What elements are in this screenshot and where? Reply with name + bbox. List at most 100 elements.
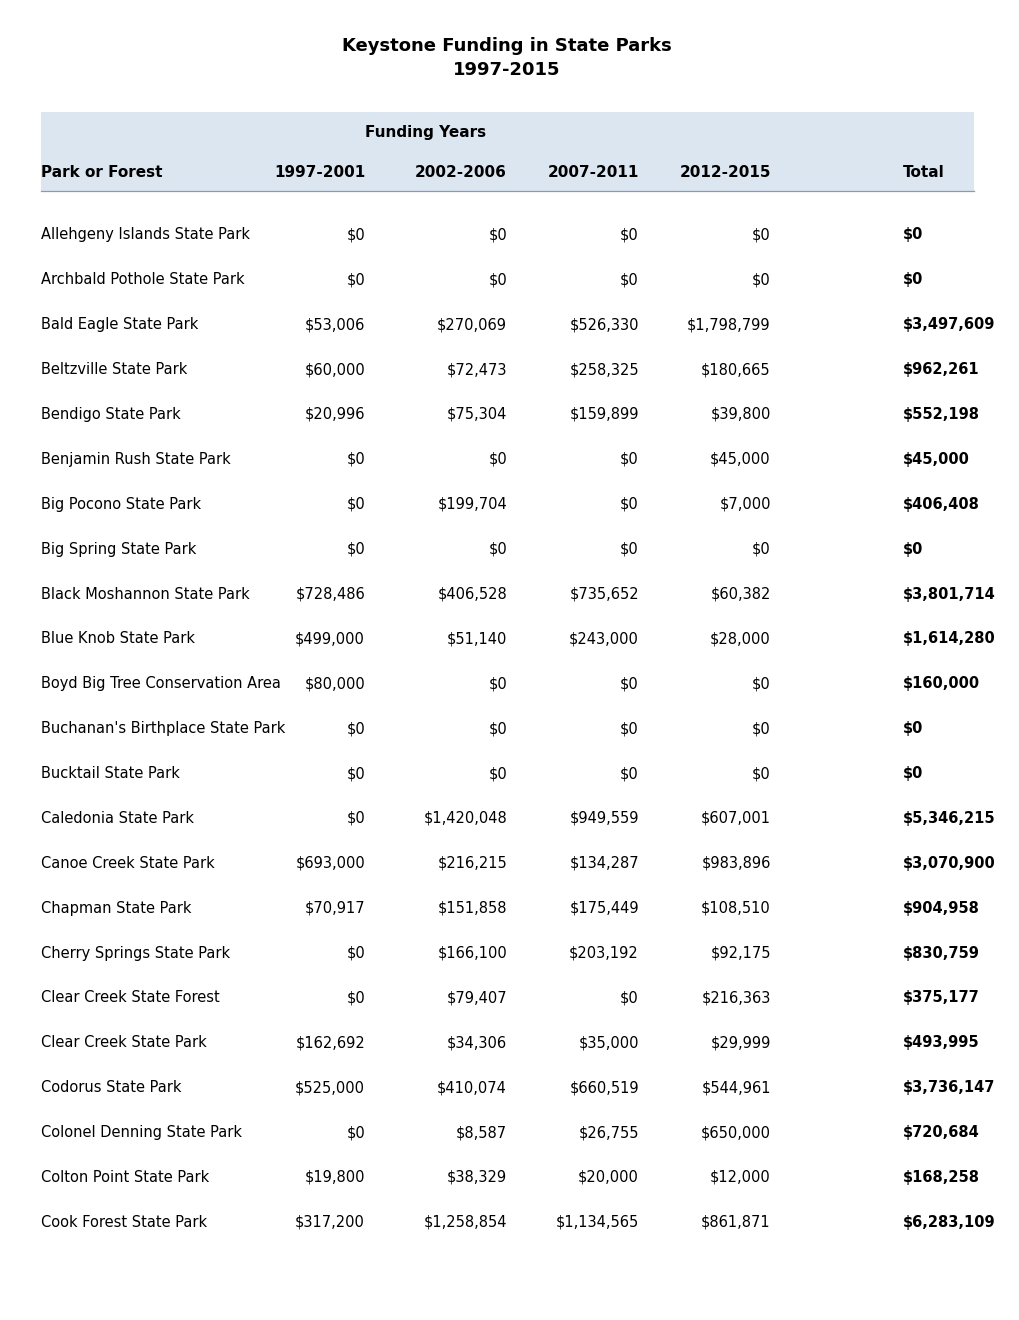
Text: $0: $0 [488, 451, 506, 467]
Text: $0: $0 [751, 227, 770, 243]
Text: $0: $0 [751, 766, 770, 781]
Text: $0: $0 [346, 451, 365, 467]
Text: $0: $0 [488, 227, 506, 243]
Text: Buchanan's Birthplace State Park: Buchanan's Birthplace State Park [41, 721, 284, 737]
Text: $949,559: $949,559 [569, 810, 638, 826]
Text: Cook Forest State Park: Cook Forest State Park [41, 1214, 207, 1230]
Text: $34,306: $34,306 [446, 1035, 506, 1051]
Text: $175,449: $175,449 [569, 900, 638, 916]
Text: Big Pocono State Park: Big Pocono State Park [41, 496, 201, 512]
Text: $493,995: $493,995 [902, 1035, 978, 1051]
Text: $168,258: $168,258 [902, 1170, 978, 1185]
Text: Caledonia State Park: Caledonia State Park [41, 810, 194, 826]
Text: $0: $0 [751, 676, 770, 692]
Text: $0: $0 [751, 721, 770, 737]
Text: $20,000: $20,000 [578, 1170, 638, 1185]
Text: $79,407: $79,407 [446, 990, 506, 1006]
Text: $6,283,109: $6,283,109 [902, 1214, 995, 1230]
Text: $0: $0 [346, 721, 365, 737]
Text: $0: $0 [620, 451, 638, 467]
Text: $0: $0 [620, 766, 638, 781]
Text: $1,420,048: $1,420,048 [423, 810, 506, 826]
Text: 2007-2011: 2007-2011 [547, 165, 638, 181]
Text: $0: $0 [902, 721, 922, 737]
Text: $0: $0 [488, 272, 506, 288]
Text: $203,192: $203,192 [569, 945, 638, 961]
Text: $92,175: $92,175 [709, 945, 770, 961]
Text: $162,692: $162,692 [296, 1035, 365, 1051]
Text: 2002-2006: 2002-2006 [415, 165, 506, 181]
Text: Total: Total [902, 165, 944, 181]
Text: $0: $0 [620, 676, 638, 692]
Text: $861,871: $861,871 [700, 1214, 770, 1230]
Text: $0: $0 [902, 272, 922, 288]
Text: $199,704: $199,704 [437, 496, 506, 512]
Text: $0: $0 [620, 227, 638, 243]
Text: Blue Knob State Park: Blue Knob State Park [41, 631, 195, 647]
Text: $7,000: $7,000 [718, 496, 770, 512]
Text: Archbald Pothole State Park: Archbald Pothole State Park [41, 272, 244, 288]
Text: $75,304: $75,304 [446, 407, 506, 422]
Text: Clear Creek State Park: Clear Creek State Park [41, 1035, 206, 1051]
Text: Cherry Springs State Park: Cherry Springs State Park [41, 945, 229, 961]
Text: $80,000: $80,000 [304, 676, 365, 692]
Text: $39,800: $39,800 [709, 407, 770, 422]
Text: $258,325: $258,325 [569, 362, 638, 378]
Text: $1,614,280: $1,614,280 [902, 631, 995, 647]
Text: $0: $0 [346, 810, 365, 826]
Text: $3,801,714: $3,801,714 [902, 586, 995, 602]
Text: $0: $0 [488, 676, 506, 692]
Text: $243,000: $243,000 [569, 631, 638, 647]
Text: $0: $0 [620, 990, 638, 1006]
Text: $12,000: $12,000 [709, 1170, 770, 1185]
Text: $406,408: $406,408 [902, 496, 978, 512]
Text: $0: $0 [346, 1125, 365, 1140]
Text: $160,000: $160,000 [902, 676, 979, 692]
Bar [41, 112, 973, 191]
Text: $28,000: $28,000 [709, 631, 770, 647]
Text: $180,665: $180,665 [700, 362, 770, 378]
Text: Canoe Creek State Park: Canoe Creek State Park [41, 855, 214, 871]
Text: Funding Years: Funding Years [365, 124, 486, 140]
Text: $499,000: $499,000 [294, 631, 365, 647]
Text: Keystone Funding in State Parks: Keystone Funding in State Parks [342, 37, 672, 55]
Text: $108,510: $108,510 [700, 900, 770, 916]
Text: $0: $0 [346, 227, 365, 243]
Text: $151,858: $151,858 [437, 900, 506, 916]
Text: Bald Eagle State Park: Bald Eagle State Park [41, 317, 198, 333]
Text: $270,069: $270,069 [437, 317, 506, 333]
Text: $983,896: $983,896 [701, 855, 770, 871]
Text: $72,473: $72,473 [446, 362, 506, 378]
Text: $0: $0 [346, 766, 365, 781]
Text: Boyd Big Tree Conservation Area: Boyd Big Tree Conservation Area [41, 676, 280, 692]
Text: $216,363: $216,363 [701, 990, 770, 1006]
Text: $45,000: $45,000 [709, 451, 770, 467]
Text: $0: $0 [346, 496, 365, 512]
Text: Clear Creek State Forest: Clear Creek State Forest [41, 990, 219, 1006]
Text: $650,000: $650,000 [700, 1125, 770, 1140]
Text: $0: $0 [488, 541, 506, 557]
Text: Beltzville State Park: Beltzville State Park [41, 362, 186, 378]
Text: Benjamin Rush State Park: Benjamin Rush State Park [41, 451, 230, 467]
Text: $317,200: $317,200 [294, 1214, 365, 1230]
Text: $45,000: $45,000 [902, 451, 969, 467]
Text: $1,134,565: $1,134,565 [555, 1214, 638, 1230]
Text: Bucktail State Park: Bucktail State Park [41, 766, 179, 781]
Text: $35,000: $35,000 [578, 1035, 638, 1051]
Text: $375,177: $375,177 [902, 990, 978, 1006]
Text: $29,999: $29,999 [709, 1035, 770, 1051]
Text: $38,329: $38,329 [446, 1170, 506, 1185]
Text: $0: $0 [620, 721, 638, 737]
Text: $3,070,900: $3,070,900 [902, 855, 995, 871]
Text: $1,798,799: $1,798,799 [687, 317, 770, 333]
Text: $660,519: $660,519 [569, 1080, 638, 1096]
Text: Colton Point State Park: Colton Point State Park [41, 1170, 209, 1185]
Text: $1,258,854: $1,258,854 [423, 1214, 506, 1230]
Text: $720,684: $720,684 [902, 1125, 978, 1140]
Text: $51,140: $51,140 [446, 631, 506, 647]
Text: Black Moshannon State Park: Black Moshannon State Park [41, 586, 249, 602]
Text: $728,486: $728,486 [296, 586, 365, 602]
Text: 1997-2001: 1997-2001 [273, 165, 365, 181]
Text: 1997-2015: 1997-2015 [452, 61, 560, 79]
Text: $0: $0 [751, 541, 770, 557]
